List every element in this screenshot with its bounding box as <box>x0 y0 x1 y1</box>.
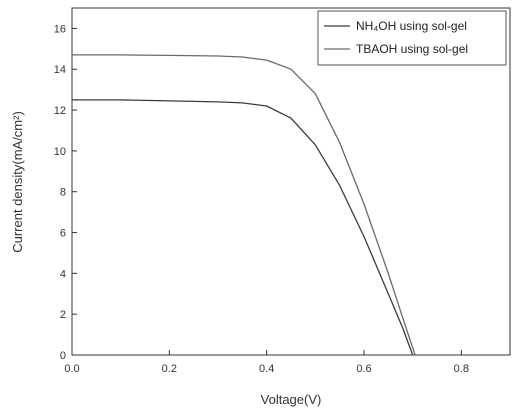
legend: NH₄OH using sol-gel TBAOH using sol-gel <box>317 10 507 66</box>
series-layer <box>72 54 416 356</box>
plot-frame <box>71 7 511 356</box>
y-tick-label: 2 <box>60 309 66 321</box>
y-tick-label: 10 <box>54 146 66 158</box>
x-tick-label: 0.6 <box>356 363 371 375</box>
x-tick-label: 0.2 <box>162 363 177 375</box>
x-tick-label: 0.4 <box>259 363 274 375</box>
y-tick-label: 4 <box>60 268 66 280</box>
legend-label-nh4oh: NH₄OH using sol-gel <box>356 19 467 33</box>
y-axis-title: Current density(mA/cm²) <box>10 111 25 253</box>
x-axis-ticks: 0.0 0.2 0.4 0.6 0.8 <box>64 350 469 375</box>
y-tick-label: 12 <box>54 105 66 117</box>
y-tick-label: 16 <box>54 23 66 35</box>
y-tick-label: 0 <box>60 350 66 362</box>
series-line-tbaoh <box>72 54 416 356</box>
y-axis-ticks: 0 2 4 6 8 10 12 14 16 <box>54 23 77 362</box>
series-line-nh4oh <box>72 99 414 356</box>
x-axis-title: Voltage(V) <box>261 392 322 407</box>
y-tick-label: 8 <box>60 187 66 199</box>
y-tick-label: 6 <box>60 228 66 240</box>
legend-box <box>317 10 507 66</box>
y-tick-label: 14 <box>54 64 66 76</box>
x-tick-label: 0.8 <box>454 363 469 375</box>
x-tick-label: 0.0 <box>64 363 79 375</box>
legend-label-tbaoh: TBAOH using sol-gel <box>356 42 468 56</box>
